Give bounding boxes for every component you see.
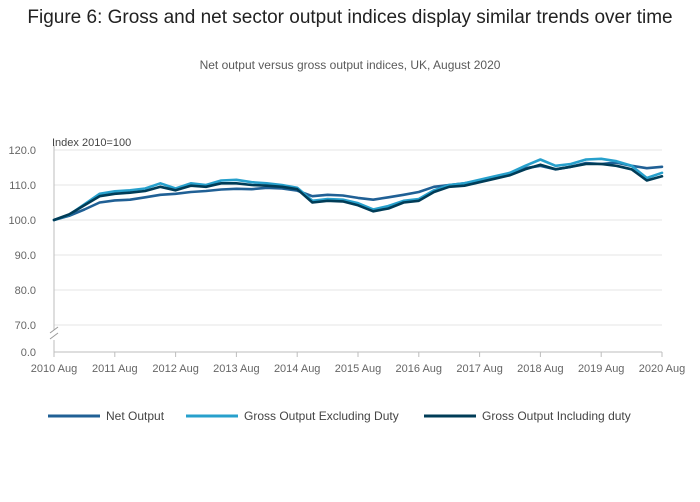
legend-label: Gross Output Including duty (482, 409, 631, 423)
chart-title: Figure 6: Gross and net sector output in… (27, 7, 673, 28)
y-tick-label: 80.0 (15, 285, 36, 297)
chart-subtitle: Net output versus gross output indices, … (199, 58, 501, 72)
x-tick-label: 2020 Aug (639, 363, 686, 375)
legend-label: Net Output (106, 409, 165, 423)
y-axis-unit-label: Index 2010=100 (52, 137, 131, 149)
x-tick-label: 2019 Aug (578, 363, 625, 375)
x-tick-label: 2016 Aug (396, 363, 443, 375)
legend[interactable]: Net Output Gross Output Excluding Duty Gro… (48, 409, 631, 423)
y-axis-ticks: 0.0 70.0 80.0 90.0 100.0 110.0 120.0 (8, 145, 36, 359)
x-tick-label: 2011 Aug (92, 363, 138, 375)
legend-label: Gross Output Excluding Duty (244, 409, 399, 423)
x-tick-label: 2013 Aug (213, 363, 260, 375)
x-tick-label: 2017 Aug (456, 363, 503, 375)
y-tick-label: 120.0 (8, 145, 36, 157)
series-line (52, 162, 664, 222)
axis-break-icon (49, 326, 59, 340)
series-line (52, 157, 664, 222)
gridlines (54, 149, 662, 353)
x-axis-ticks: 2010 Aug 2011 Aug 2012 Aug 2013 Aug 2014 Aug… (31, 352, 686, 375)
y-tick-label: 110.0 (9, 180, 36, 192)
x-tick-label: 2010 Aug (31, 363, 78, 375)
series-lines (52, 157, 664, 222)
x-tick-label: 2015 Aug (335, 363, 382, 375)
y-tick-label: 0.0 (21, 347, 36, 359)
x-tick-label: 2012 Aug (152, 363, 199, 375)
y-tick-label: 100.0 (8, 215, 36, 227)
axes (49, 145, 59, 352)
y-tick-label: 90.0 (15, 250, 36, 262)
x-tick-label: 2014 Aug (274, 363, 321, 375)
y-tick-label: 70.0 (15, 320, 36, 332)
x-tick-label: 2018 Aug (517, 363, 564, 375)
